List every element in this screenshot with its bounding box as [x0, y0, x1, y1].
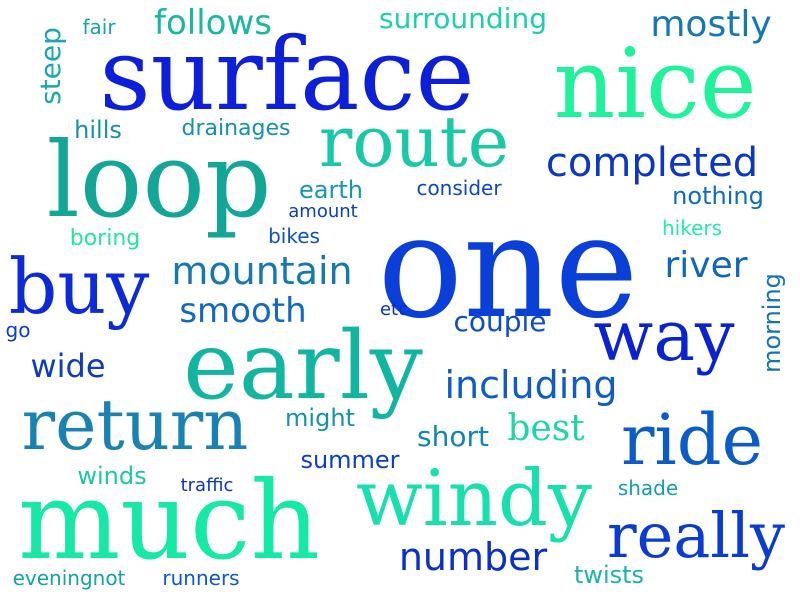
- word-fair: fair: [82, 15, 116, 39]
- word-eveningnot: eveningnot: [12, 566, 126, 590]
- word-really: really: [607, 499, 785, 572]
- word-smooth: smooth: [179, 291, 307, 331]
- word-twists: twists: [573, 561, 645, 589]
- word-follows: follows: [154, 3, 272, 43]
- word-summer: summer: [300, 446, 400, 474]
- word-early: early: [183, 312, 423, 421]
- word-windy: windy: [356, 454, 592, 544]
- word-etc: etc: [379, 299, 409, 320]
- word-drainages: drainages: [181, 116, 291, 141]
- word-best: best: [507, 408, 585, 449]
- word-number: number: [398, 535, 548, 579]
- word-morning: morning: [758, 273, 786, 373]
- word-much: much: [17, 459, 321, 584]
- word-consider: consider: [416, 176, 502, 200]
- word-ride: ride: [620, 399, 764, 481]
- word-buy: buy: [8, 242, 150, 331]
- word-couple: couple: [453, 305, 547, 338]
- word-surface: surface: [99, 16, 475, 133]
- word-river: river: [664, 245, 748, 286]
- word-mostly: mostly: [650, 4, 772, 45]
- word-way: way: [593, 295, 735, 377]
- word-return: return: [21, 384, 249, 466]
- word-surrounding: surrounding: [379, 2, 547, 35]
- word-hills: hills: [74, 116, 122, 144]
- word-traffic: traffic: [180, 475, 234, 496]
- word-shade: shade: [617, 476, 679, 500]
- word-steep: steep: [34, 27, 67, 105]
- word-route: route: [318, 101, 510, 183]
- word-bikes: bikes: [268, 224, 320, 248]
- word-wide: wide: [30, 347, 106, 385]
- word-nice: nice: [553, 28, 757, 140]
- word-mountain: mountain: [171, 249, 353, 293]
- word-loop: loop: [46, 119, 272, 241]
- word-amount: amount: [288, 201, 358, 222]
- word-boring: boring: [69, 226, 141, 251]
- word-short: short: [417, 420, 489, 453]
- word-one: one: [377, 185, 639, 350]
- word-runners: runners: [162, 566, 240, 590]
- word-go: go: [5, 318, 31, 342]
- word-including: including: [444, 363, 618, 407]
- word-nothing: nothing: [672, 182, 764, 210]
- word-winds: winds: [77, 462, 147, 490]
- word-earth: earth: [299, 176, 363, 204]
- word-might: might: [285, 404, 355, 432]
- word-hikers: hikers: [661, 216, 723, 240]
- word-completed: completed: [545, 140, 759, 186]
